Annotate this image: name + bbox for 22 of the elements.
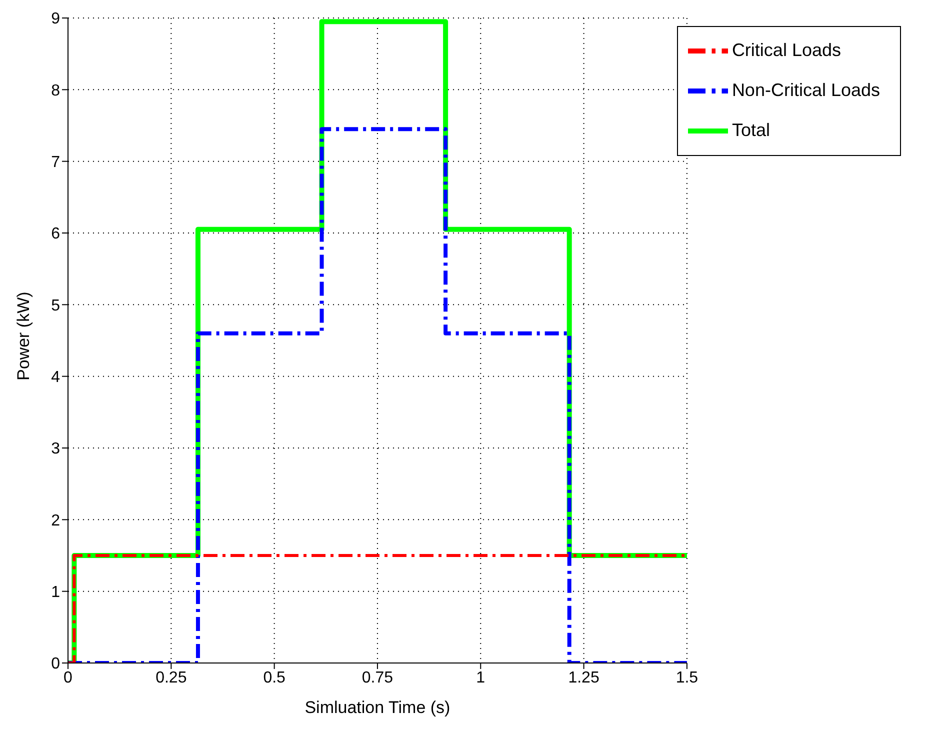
y-axis-title: Power (kW) (14, 292, 34, 380)
y-tick-label: 6 (51, 226, 60, 243)
y-tick-label: 5 (51, 297, 60, 314)
x-tick-label: 0.5 (263, 669, 286, 686)
x-tick-label: 1.5 (676, 669, 698, 686)
y-tick-label: 1 (51, 584, 60, 602)
x-tick-label: 0.75 (362, 669, 394, 686)
x-tick-label: 0.25 (156, 669, 187, 686)
y-tick-label: 3 (51, 440, 60, 458)
y-tick-label: 8 (51, 82, 60, 100)
x-axis-title: Simluation Time (s) (304, 698, 450, 717)
y-tick-label: 4 (51, 369, 60, 386)
y-tick-label: 2 (51, 512, 60, 530)
legend-label: Critical Loads (732, 40, 841, 60)
x-tick-label: 0 (64, 669, 73, 686)
y-tick-label: 9 (51, 10, 60, 28)
x-tick-label: 1.25 (568, 669, 600, 686)
x-tick-label: 1 (476, 669, 486, 686)
y-tick-label: 7 (51, 154, 60, 172)
legend-label: Non-Critical Loads (732, 80, 880, 100)
y-tick-label: 0 (51, 656, 60, 673)
legend-label: Total (732, 120, 770, 140)
